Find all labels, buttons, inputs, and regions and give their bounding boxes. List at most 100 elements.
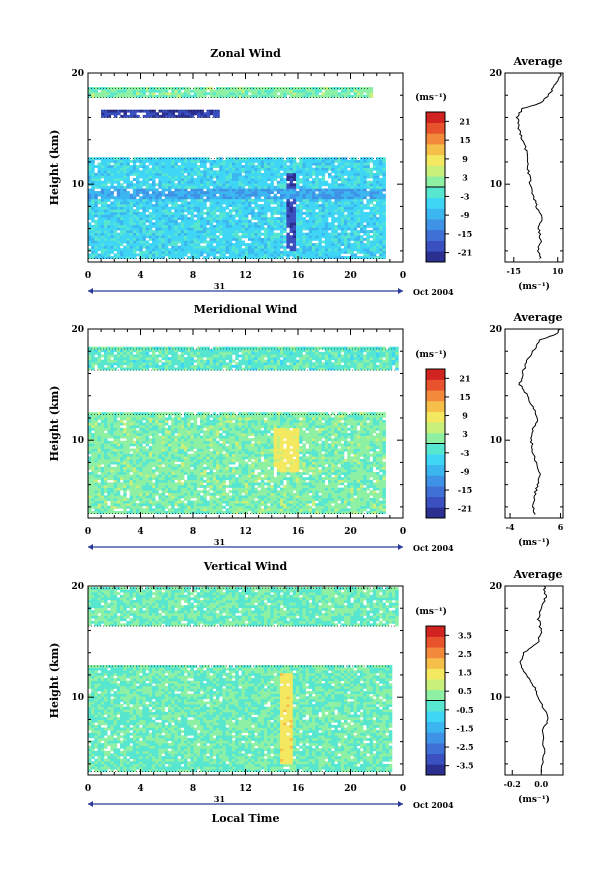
- heat-cell: [203, 245, 207, 249]
- heat-cell: [334, 230, 338, 233]
- heat-cell: [376, 349, 380, 353]
- heat-cell: [305, 209, 310, 213]
- heat-cell: [228, 185, 233, 189]
- heat-cell: [155, 240, 159, 244]
- heat-cell: [136, 240, 140, 244]
- heat-cell: [171, 159, 175, 163]
- heat-cell: [286, 209, 290, 213]
- heat-cell: [340, 165, 345, 168]
- heat-cell: [241, 159, 246, 163]
- heat-cell: [94, 180, 98, 184]
- heat-cell: [276, 211, 281, 215]
- heat-cell: [321, 180, 326, 184]
- heat-cell: [299, 227, 303, 231]
- heat-cell: [129, 193, 134, 197]
- heat-cell: [196, 245, 201, 249]
- heat-cell: [363, 211, 367, 215]
- heat-cell: [328, 167, 332, 171]
- heat-cell: [260, 243, 265, 246]
- heat-cell: [113, 89, 118, 93]
- heat-cell: [241, 224, 246, 228]
- heat-cell: [206, 188, 210, 192]
- heat-cell: [305, 198, 310, 202]
- heat-cell: [289, 508, 294, 512]
- heat-cell: [283, 219, 287, 223]
- heat-cell: [139, 359, 143, 363]
- heat-cell: [171, 185, 175, 189]
- heat-cell: [372, 240, 377, 244]
- heat-cell: [184, 235, 188, 239]
- heat-cell: [161, 508, 166, 512]
- heat-cell: [206, 196, 210, 200]
- heat-cell: [344, 511, 348, 514]
- heat-cell: [353, 243, 358, 246]
- heat-cell: [299, 211, 303, 215]
- heat-cell: [248, 188, 252, 192]
- heat-cell: [334, 219, 338, 223]
- heat-cell: [331, 209, 335, 213]
- heat-cell: [382, 219, 386, 223]
- heat-cell: [148, 162, 153, 166]
- heat-cell: [212, 214, 217, 218]
- heat-cell: [193, 172, 198, 176]
- heat-cell: [152, 230, 156, 233]
- heat-cell: [334, 248, 338, 252]
- heat-cell: [340, 359, 345, 363]
- heat-cell: [225, 243, 230, 246]
- heat-cell: [200, 198, 204, 202]
- heat-cell: [379, 224, 383, 228]
- heat-cell: [315, 92, 319, 96]
- heat-cell: [190, 245, 194, 249]
- heat-cell: [292, 89, 297, 93]
- heat-cell: [347, 224, 351, 228]
- heat-cell: [372, 230, 377, 233]
- heat-cell: [292, 362, 297, 366]
- heat-cell: [228, 201, 233, 205]
- heat-cell: [238, 222, 242, 226]
- heat-cell: [276, 354, 281, 358]
- heat-cell: [216, 180, 220, 184]
- heat-cell: [228, 232, 233, 236]
- heat-cell: [132, 167, 137, 171]
- heat-cell: [94, 191, 98, 194]
- heat-cell: [305, 256, 310, 259]
- heat-cell: [289, 185, 294, 189]
- heat-cell: [132, 196, 137, 200]
- heat-cell: [161, 240, 166, 244]
- heat-cell: [315, 351, 319, 355]
- heat-cell: [296, 167, 300, 171]
- heat-cell: [171, 193, 175, 197]
- heat-cell: [251, 193, 255, 197]
- heat-cell: [328, 505, 332, 509]
- heat-cell: [142, 201, 146, 205]
- heat-cell: [334, 253, 338, 257]
- heat-cell: [171, 178, 175, 181]
- heat-cell: [344, 232, 348, 236]
- heat-cell: [360, 248, 364, 252]
- heat-cell: [132, 201, 137, 205]
- heat-cell: [171, 253, 175, 257]
- heat-cell: [222, 227, 226, 231]
- heat-cell: [164, 351, 169, 355]
- heat-cell: [299, 188, 303, 192]
- heat-cell: [136, 159, 140, 163]
- heat-cell: [123, 240, 127, 244]
- heat-cell: [107, 188, 111, 192]
- heat-cell: [171, 183, 175, 187]
- heat-cell: [356, 92, 361, 96]
- heat-cell: [193, 248, 198, 252]
- heat-cell: [257, 196, 262, 200]
- heat-cell: [241, 354, 246, 358]
- heat-cell: [145, 165, 150, 168]
- heat-cell: [164, 245, 169, 249]
- heat-cell: [238, 230, 242, 233]
- heat-cell: [158, 232, 162, 236]
- heat-cell: [376, 211, 380, 215]
- heat-cell: [238, 87, 242, 90]
- heat-cell: [193, 196, 198, 200]
- heat-cell: [350, 222, 354, 226]
- heat-cell: [328, 364, 332, 368]
- heat-cell: [88, 180, 92, 184]
- heat-cell: [206, 175, 210, 179]
- heat-cell: [337, 240, 342, 244]
